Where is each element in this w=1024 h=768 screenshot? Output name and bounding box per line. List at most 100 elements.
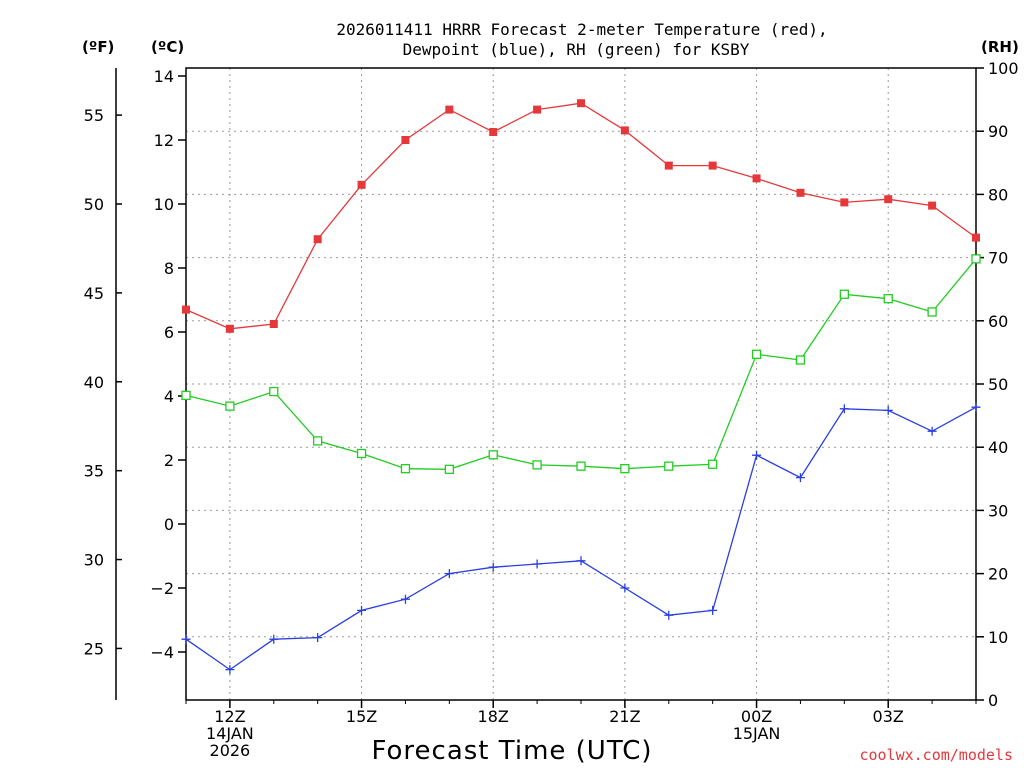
axis-ticks: 14121086420−2−45550454035302510090807060… [84, 59, 1019, 760]
rh-tick-label: 60 [988, 312, 1008, 331]
data-point [401, 136, 410, 144]
rh-tick-label: 20 [988, 565, 1008, 584]
fahrenheit-tick-label: 50 [84, 195, 104, 214]
data-point [269, 386, 279, 397]
celsius-tick-label: 4 [164, 387, 174, 406]
x-tick-label: 00Z [741, 707, 772, 726]
x-tick-label: 18Z [478, 707, 509, 726]
data-point [313, 436, 323, 446]
celsius-tick-label: 12 [154, 131, 174, 150]
fahrenheit-tick-label: 45 [84, 284, 104, 303]
data-point [225, 324, 234, 333]
data-point [751, 349, 762, 359]
data-point [445, 105, 454, 114]
data-point [664, 461, 674, 471]
data-point [708, 605, 718, 615]
credit-text: coolwx.com/models [859, 746, 1013, 764]
rh-tick-label: 0 [988, 691, 998, 710]
data-point [181, 634, 191, 644]
series-2-meter-temperature [182, 99, 980, 333]
data-point [839, 404, 849, 414]
fahrenheit-tick-label: 55 [84, 106, 104, 125]
series-dewpoint [181, 402, 981, 675]
fahrenheit-tick-label: 25 [84, 639, 104, 658]
fahrenheit-unit-label: (ºF) [82, 38, 114, 56]
data-point [533, 105, 542, 114]
data-point [269, 634, 279, 644]
x-tick-label: 14JAN [206, 724, 254, 743]
data-series [181, 99, 981, 675]
data-point [576, 556, 586, 566]
celsius-tick-label: 0 [164, 515, 174, 534]
celsius-tick-label: 10 [154, 195, 174, 214]
x-tick-label: 21Z [609, 707, 640, 726]
data-point [400, 594, 410, 604]
rh-tick-label: 10 [988, 628, 1008, 647]
data-point [356, 448, 367, 459]
data-point [488, 562, 498, 572]
celsius-tick-label: −2 [150, 579, 174, 598]
data-point [269, 320, 278, 328]
data-point [444, 569, 454, 579]
data-point [839, 289, 849, 299]
data-point [927, 307, 937, 317]
plot-frame [185, 67, 977, 701]
celsius-tick-label: 2 [164, 451, 174, 470]
data-point [225, 401, 235, 411]
data-point [796, 188, 805, 197]
data-point [400, 464, 411, 474]
data-point [884, 195, 893, 204]
series-line [185, 406, 977, 671]
x-tick-label: 12Z [214, 707, 245, 726]
data-point [576, 461, 586, 471]
rh-tick-label: 40 [988, 438, 1008, 457]
x-tick-label: 2026 [210, 741, 251, 760]
data-point [620, 583, 630, 593]
data-point [795, 473, 805, 483]
data-point [620, 126, 629, 135]
data-point [752, 450, 762, 460]
celsius-tick-label: −4 [150, 643, 174, 662]
fahrenheit-tick-label: 35 [84, 462, 104, 481]
data-point [444, 464, 454, 474]
x-tick-label: 15JAN [733, 724, 781, 743]
rh-tick-label: 100 [988, 59, 1019, 78]
celsius-tick-label: 14 [154, 67, 174, 86]
data-point [357, 180, 366, 189]
data-point [664, 161, 673, 170]
rh-tick-label: 90 [988, 122, 1008, 141]
data-point [620, 464, 630, 474]
data-point [752, 174, 761, 183]
celsius-unit-label: (ºC) [151, 38, 184, 56]
x-axis-title: Forecast Time (UTC) [371, 736, 652, 766]
data-point [357, 605, 367, 615]
data-point [532, 460, 542, 470]
rh-tick-label: 70 [988, 249, 1008, 268]
rh-tick-label: 50 [988, 375, 1008, 394]
data-point [488, 450, 498, 460]
data-point [928, 201, 937, 210]
data-point [971, 402, 981, 412]
celsius-tick-label: 6 [164, 323, 174, 342]
x-tick-label: 03Z [873, 707, 904, 726]
data-point [840, 198, 849, 207]
rh-tick-label: 80 [988, 185, 1008, 204]
data-point [532, 559, 542, 569]
data-point [708, 459, 718, 469]
fahrenheit-tick-label: 40 [84, 373, 104, 392]
data-point [883, 294, 893, 304]
data-point [577, 99, 585, 108]
celsius-tick-label: 8 [164, 259, 174, 278]
data-point [664, 610, 674, 620]
series-line [185, 258, 977, 470]
fahrenheit-tick-label: 30 [84, 551, 104, 570]
data-point [971, 254, 981, 264]
x-tick-label: 15Z [346, 707, 377, 726]
data-point [182, 305, 190, 314]
rh-tick-label: 30 [988, 501, 1008, 520]
data-point [313, 633, 323, 643]
data-point [708, 161, 717, 170]
chart-title: 2026011411 HRRR Forecast 2-meter Tempera… [336, 20, 827, 39]
data-point [883, 405, 893, 415]
